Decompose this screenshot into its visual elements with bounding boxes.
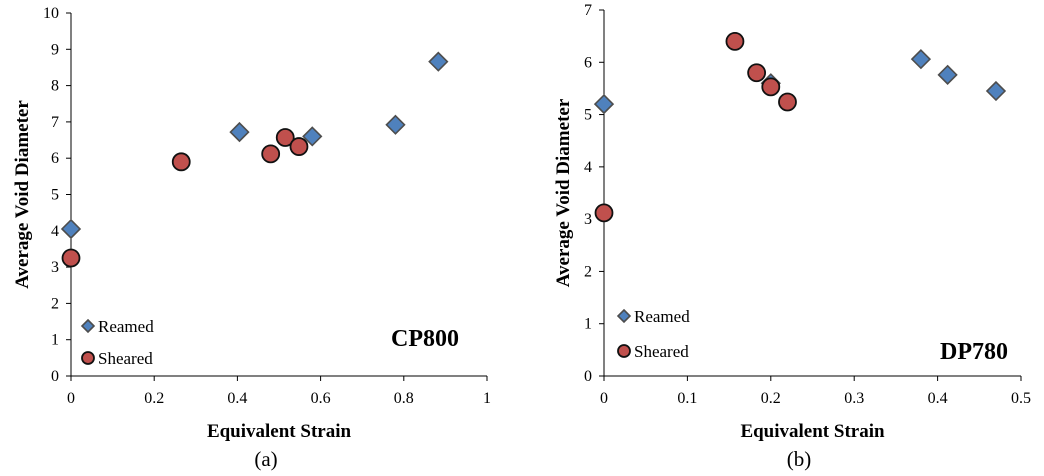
material-label: DP780 xyxy=(940,339,1008,365)
y-tick-label: 3 xyxy=(51,259,59,276)
y-tick-label: 5 xyxy=(584,107,592,124)
panel-caption: (a) xyxy=(254,447,277,471)
x-tick-label: 0 xyxy=(67,390,75,407)
y-tick-label: 1 xyxy=(51,332,59,349)
x-tick-label: 0.4 xyxy=(227,390,247,407)
legend-sheared-marker xyxy=(617,344,631,358)
x-tick-label: 0.2 xyxy=(761,390,781,407)
panel-caption: (b) xyxy=(787,447,812,471)
reamed-point xyxy=(593,93,615,115)
x-tick-label: 0 xyxy=(600,390,608,407)
y-tick-label: 4 xyxy=(584,159,592,176)
material-label: CP800 xyxy=(391,326,459,352)
legend-sheared-marker xyxy=(81,351,95,365)
y-tick-label: 9 xyxy=(51,41,59,58)
legend-reamed-label: Reamed xyxy=(634,307,690,326)
y-tick-label: 7 xyxy=(584,2,592,19)
sheared-point xyxy=(275,128,295,147)
reamed-point xyxy=(937,64,958,85)
y-tick-label: 5 xyxy=(51,187,59,204)
sheared-point xyxy=(61,248,81,268)
x-tick-label: 0.4 xyxy=(928,390,948,407)
legend: Reamed Sheared xyxy=(616,307,690,361)
x-axis-title: Equivalent Strain xyxy=(207,421,352,442)
sheared-point xyxy=(761,77,781,97)
reamed-point xyxy=(910,49,932,70)
x-tick-label: 0.2 xyxy=(144,390,164,407)
y-tick-label: 4 xyxy=(51,223,59,240)
y-tick-label: 7 xyxy=(51,114,59,131)
sheared-point xyxy=(747,63,767,83)
y-tick-label: 6 xyxy=(51,150,59,167)
legend-reamed-marker xyxy=(80,318,96,334)
x-tick-label: 0.8 xyxy=(394,390,414,407)
y-tick-label: 1 xyxy=(584,316,592,333)
y-tick-label: 2 xyxy=(584,263,592,280)
sheared-point xyxy=(778,92,797,112)
chart-panel-a: 0 1 2 3 4 5 6 7 8 9 10 0 0.2 0.4 0.6 0.8 1 Equivalent Str… xyxy=(12,5,491,471)
reamed-point xyxy=(229,121,250,143)
x-axis-title: Equivalent Strain xyxy=(740,421,885,442)
x-tick-label: 0.5 xyxy=(1011,390,1031,407)
legend: Reamed Sheared xyxy=(80,317,154,368)
sheared-point xyxy=(289,137,309,156)
x-tick-label: 1 xyxy=(483,390,491,407)
x-tick-label: 0.6 xyxy=(311,390,331,407)
x-tick-label: 0.1 xyxy=(677,390,697,407)
legend-reamed-marker xyxy=(616,308,632,324)
reamed-point xyxy=(60,218,82,240)
legend-sheared-label: Sheared xyxy=(634,342,689,361)
y-tick-label: 0 xyxy=(51,368,59,385)
sheared-point xyxy=(594,203,614,223)
y-axis-title: Average Void Diameter xyxy=(553,98,574,287)
y-axis-title: Average Void Diameter xyxy=(12,100,33,289)
y-tick-label: 8 xyxy=(51,78,59,95)
sheared-point xyxy=(171,152,191,172)
reamed-point xyxy=(302,126,323,147)
reamed-point xyxy=(385,114,406,135)
y-tick-label: 10 xyxy=(43,5,59,22)
reamed-point xyxy=(985,80,1007,102)
y-tick-label: 0 xyxy=(584,368,592,385)
x-tick-label: 0.3 xyxy=(844,390,864,407)
legend-reamed-label: Reamed xyxy=(98,317,154,336)
y-tick-label: 2 xyxy=(51,295,59,312)
sheared-point xyxy=(725,31,745,51)
y-tick-label: 6 xyxy=(584,54,592,71)
chart-panel-b: 0 1 2 3 4 5 6 7 0 0.1 0.2 0.3 0.4 0.5 Equivalent Strai… xyxy=(553,2,1031,471)
sheared-point xyxy=(261,144,281,164)
reamed-point xyxy=(428,51,449,72)
y-tick-label: 3 xyxy=(584,211,592,228)
legend-sheared-label: Sheared xyxy=(98,349,153,368)
